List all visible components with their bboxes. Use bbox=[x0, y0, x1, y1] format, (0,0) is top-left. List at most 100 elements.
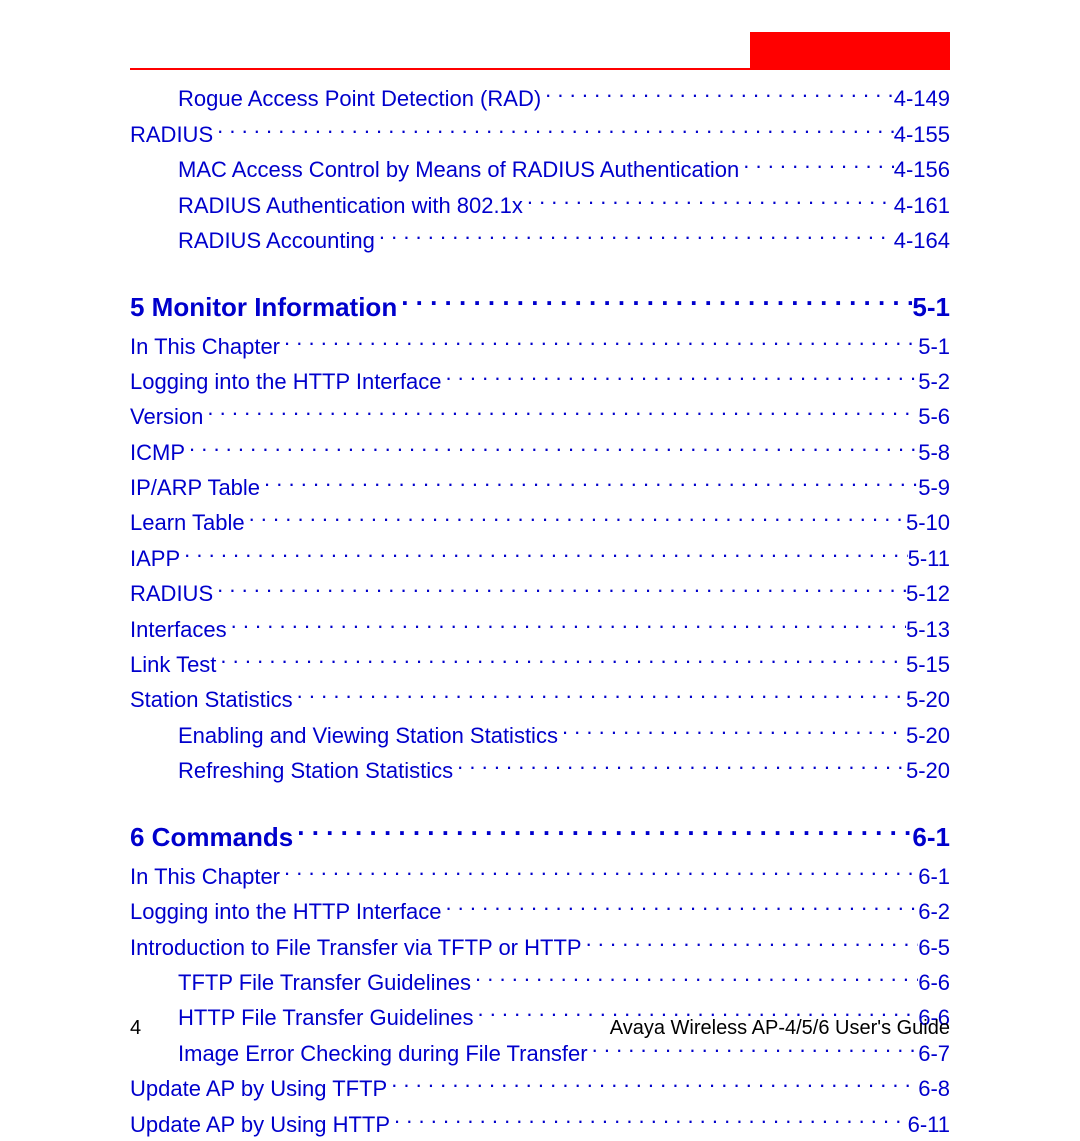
toc-entry-title: RADIUS Authentication with 802.1x bbox=[178, 190, 523, 222]
toc-dot-leader bbox=[213, 115, 894, 141]
toc-entry-title: 6 Commands bbox=[130, 817, 293, 857]
toc-entry[interactable]: Enabling and Viewing Station Statistics … bbox=[130, 716, 950, 751]
toc-entry-title: Logging into the HTTP Interface bbox=[130, 896, 441, 928]
toc-entry-page: 6-2 bbox=[918, 896, 950, 928]
toc-entry-title: Rogue Access Point Detection (RAD) bbox=[178, 83, 541, 115]
toc-dot-leader bbox=[203, 398, 918, 424]
toc-entry[interactable]: RADIUS 4-155 bbox=[130, 115, 950, 150]
toc-entry-title: Update AP by Using TFTP bbox=[130, 1073, 387, 1105]
toc-dot-leader bbox=[387, 1070, 918, 1096]
toc-entry-title: IAPP bbox=[130, 543, 180, 575]
toc-entry-page: 5-9 bbox=[918, 472, 950, 504]
toc-dot-leader bbox=[245, 504, 906, 530]
toc-dot-leader bbox=[280, 857, 918, 883]
toc-dot-leader bbox=[441, 893, 918, 919]
toc-entry-page: 5-1 bbox=[918, 331, 950, 363]
toc-dot-leader bbox=[280, 327, 918, 353]
toc-entry[interactable]: Update AP by Using TFTP 6-8 bbox=[130, 1070, 950, 1105]
toc-entry-title: RADIUS bbox=[130, 119, 213, 151]
toc-entry[interactable]: RADIUS Authentication with 802.1x 4-161 bbox=[130, 186, 950, 221]
toc-entry-page: 5-10 bbox=[906, 507, 950, 539]
toc-entry-page: 6-7 bbox=[918, 1038, 950, 1070]
toc-entry-page: 5-13 bbox=[906, 614, 950, 646]
toc-entry-title: ICMP bbox=[130, 437, 185, 469]
toc-entry-page: 5-1 bbox=[912, 287, 950, 327]
toc-dot-leader bbox=[216, 646, 906, 672]
toc-entry-page: 5-8 bbox=[918, 437, 950, 469]
toc-entry-page: 5-2 bbox=[918, 366, 950, 398]
toc-dot-leader bbox=[293, 815, 912, 846]
toc-entry-title: Learn Table bbox=[130, 507, 245, 539]
toc-entry-page: 5-6 bbox=[918, 401, 950, 433]
toc-entry-title: Introduction to File Transfer via TFTP o… bbox=[130, 932, 582, 964]
toc-entry-title: Link Test bbox=[130, 649, 216, 681]
toc-entry[interactable]: Logging into the HTTP Interface 5-2 bbox=[130, 363, 950, 398]
toc-entry-page: 6-5 bbox=[918, 932, 950, 964]
toc-entry-title: Interfaces bbox=[130, 614, 227, 646]
toc-entry-page: 5-20 bbox=[906, 755, 950, 787]
toc-entry-page: 5-15 bbox=[906, 649, 950, 681]
toc-entry-title: TFTP File Transfer Guidelines bbox=[178, 967, 471, 999]
table-of-contents: Rogue Access Point Detection (RAD) 4-149… bbox=[130, 80, 950, 1141]
toc-entry-title: RADIUS Accounting bbox=[178, 225, 375, 257]
toc-entry-title: Version bbox=[130, 401, 203, 433]
toc-dot-leader bbox=[375, 222, 894, 248]
toc-entry[interactable]: RADIUS Accounting 4-164 bbox=[130, 222, 950, 257]
toc-entry[interactable]: Learn Table 5-10 bbox=[130, 504, 950, 539]
toc-dot-leader bbox=[471, 964, 918, 990]
toc-entry[interactable]: 5 Monitor Information 5-1 bbox=[130, 285, 950, 327]
toc-dot-leader bbox=[213, 575, 906, 601]
toc-entry[interactable]: RADIUS 5-12 bbox=[130, 575, 950, 610]
toc-entry[interactable]: Station Statistics 5-20 bbox=[130, 681, 950, 716]
header-redbox bbox=[750, 32, 950, 68]
toc-entry-title: 5 Monitor Information bbox=[130, 287, 397, 327]
toc-entry-page: 5-20 bbox=[906, 720, 950, 752]
toc-entry[interactable]: TFTP File Transfer Guidelines 6-6 bbox=[130, 964, 950, 999]
toc-entry[interactable]: IAPP 5-11 bbox=[130, 539, 950, 574]
toc-dot-leader bbox=[441, 363, 918, 389]
toc-entry-page: 5-20 bbox=[906, 684, 950, 716]
toc-entry-page: 6-1 bbox=[912, 817, 950, 857]
toc-dot-leader bbox=[293, 681, 906, 707]
toc-entry-page: 4-156 bbox=[894, 154, 950, 186]
page-footer: 4 Avaya Wireless AP-4/5/6 User's Guide bbox=[130, 1017, 950, 1040]
toc-dot-leader bbox=[739, 151, 893, 177]
header-rule bbox=[130, 68, 950, 70]
toc-entry-page: 5-12 bbox=[906, 578, 950, 610]
toc-dot-leader bbox=[185, 433, 918, 459]
toc-entry-title: MAC Access Control by Means of RADIUS Au… bbox=[178, 154, 739, 186]
toc-entry-title: RADIUS bbox=[130, 578, 213, 610]
toc-dot-leader bbox=[558, 716, 906, 742]
toc-entry-title: In This Chapter bbox=[130, 331, 280, 363]
toc-dot-leader bbox=[582, 928, 919, 954]
toc-entry[interactable]: Update AP by Using HTTP 6-11 bbox=[130, 1105, 950, 1140]
toc-entry-page: 6-8 bbox=[918, 1073, 950, 1105]
toc-entry[interactable]: IP/ARP Table 5-9 bbox=[130, 469, 950, 504]
toc-entry-page: 4-155 bbox=[894, 119, 950, 151]
toc-entry[interactable]: ICMP 5-8 bbox=[130, 433, 950, 468]
toc-entry[interactable]: Introduction to File Transfer via TFTP o… bbox=[130, 928, 950, 963]
toc-entry[interactable]: In This Chapter 6-1 bbox=[130, 857, 950, 892]
toc-entry[interactable]: Interfaces 5-13 bbox=[130, 610, 950, 645]
toc-entry-title: In This Chapter bbox=[130, 861, 280, 893]
toc-entry-page: 6-1 bbox=[918, 861, 950, 893]
toc-entry[interactable]: Version 5-6 bbox=[130, 398, 950, 433]
toc-entry[interactable]: 6 Commands 6-1 bbox=[130, 815, 950, 857]
toc-entry[interactable]: MAC Access Control by Means of RADIUS Au… bbox=[130, 151, 950, 186]
toc-entry[interactable]: Logging into the HTTP Interface 6-2 bbox=[130, 893, 950, 928]
toc-entry-page: 4-149 bbox=[894, 83, 950, 115]
toc-entry-title: Image Error Checking during File Transfe… bbox=[178, 1038, 588, 1070]
toc-entry-title: IP/ARP Table bbox=[130, 472, 260, 504]
toc-dot-leader bbox=[227, 610, 906, 636]
toc-dot-leader bbox=[390, 1105, 908, 1131]
toc-entry[interactable]: Rogue Access Point Detection (RAD) 4-149 bbox=[130, 80, 950, 115]
toc-entry-title: Update AP by Using HTTP bbox=[130, 1109, 390, 1141]
toc-entry-title: Enabling and Viewing Station Statistics bbox=[178, 720, 558, 752]
toc-entry[interactable]: Refreshing Station Statistics 5-20 bbox=[130, 752, 950, 787]
toc-dot-leader bbox=[523, 186, 894, 212]
document-page: Rogue Access Point Detection (RAD) 4-149… bbox=[0, 0, 1080, 1080]
footer-doc-title: Avaya Wireless AP-4/5/6 User's Guide bbox=[610, 1017, 950, 1040]
toc-entry[interactable]: In This Chapter 5-1 bbox=[130, 327, 950, 362]
toc-entry-title: Logging into the HTTP Interface bbox=[130, 366, 441, 398]
toc-entry[interactable]: Link Test 5-15 bbox=[130, 646, 950, 681]
